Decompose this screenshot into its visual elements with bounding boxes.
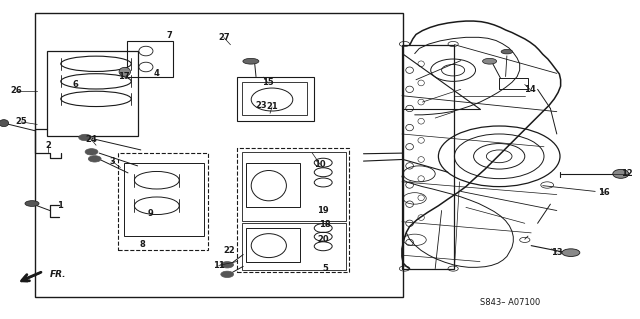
Ellipse shape bbox=[25, 201, 39, 206]
Bar bbox=[499, 78, 528, 89]
Text: 11: 11 bbox=[213, 261, 225, 270]
Bar bbox=[242, 82, 307, 115]
Bar bbox=[124, 163, 204, 236]
Text: 7: 7 bbox=[167, 31, 172, 40]
Bar bbox=[35, 13, 403, 297]
Circle shape bbox=[88, 156, 101, 162]
Text: 1: 1 bbox=[56, 201, 63, 210]
Text: 19: 19 bbox=[317, 206, 329, 215]
Text: 12: 12 bbox=[621, 169, 633, 178]
Bar bbox=[402, 45, 454, 269]
Bar bbox=[237, 148, 349, 272]
Text: 26: 26 bbox=[10, 86, 22, 95]
Text: 16: 16 bbox=[598, 189, 610, 197]
Text: 27: 27 bbox=[218, 33, 230, 42]
Text: S843– A07100: S843– A07100 bbox=[480, 298, 540, 307]
Text: 14: 14 bbox=[524, 85, 536, 94]
Text: 6: 6 bbox=[72, 80, 79, 89]
Text: 5: 5 bbox=[322, 264, 328, 273]
Circle shape bbox=[221, 271, 234, 278]
Text: 3: 3 bbox=[109, 157, 115, 166]
Circle shape bbox=[85, 149, 98, 155]
Text: 4: 4 bbox=[154, 69, 160, 78]
Bar bbox=[47, 51, 138, 136]
Bar bbox=[242, 152, 346, 221]
Text: 10: 10 bbox=[314, 160, 326, 169]
Text: FR.: FR. bbox=[50, 271, 67, 279]
Bar bbox=[118, 153, 208, 250]
Text: 25: 25 bbox=[15, 117, 27, 126]
Text: 2: 2 bbox=[45, 141, 51, 150]
Text: 23: 23 bbox=[255, 101, 267, 110]
Text: 22: 22 bbox=[223, 246, 235, 255]
Ellipse shape bbox=[0, 120, 9, 127]
Bar bbox=[246, 228, 300, 262]
Text: 18: 18 bbox=[319, 220, 331, 229]
Text: 24: 24 bbox=[86, 135, 97, 144]
Circle shape bbox=[221, 262, 234, 268]
Text: 9: 9 bbox=[148, 209, 153, 218]
Ellipse shape bbox=[501, 49, 513, 54]
Text: 20: 20 bbox=[317, 235, 329, 244]
Ellipse shape bbox=[243, 58, 259, 64]
Bar bbox=[246, 163, 300, 207]
Text: 8: 8 bbox=[140, 240, 145, 249]
Ellipse shape bbox=[613, 169, 628, 178]
Text: 13: 13 bbox=[551, 248, 563, 256]
Text: 21: 21 bbox=[266, 102, 278, 111]
Ellipse shape bbox=[119, 67, 131, 76]
Bar bbox=[237, 77, 314, 121]
Bar bbox=[127, 41, 173, 77]
Ellipse shape bbox=[483, 58, 497, 64]
Text: 15: 15 bbox=[262, 78, 273, 87]
Bar bbox=[242, 223, 346, 270]
Circle shape bbox=[79, 134, 92, 141]
Text: 17: 17 bbox=[118, 72, 129, 81]
Ellipse shape bbox=[562, 249, 580, 256]
